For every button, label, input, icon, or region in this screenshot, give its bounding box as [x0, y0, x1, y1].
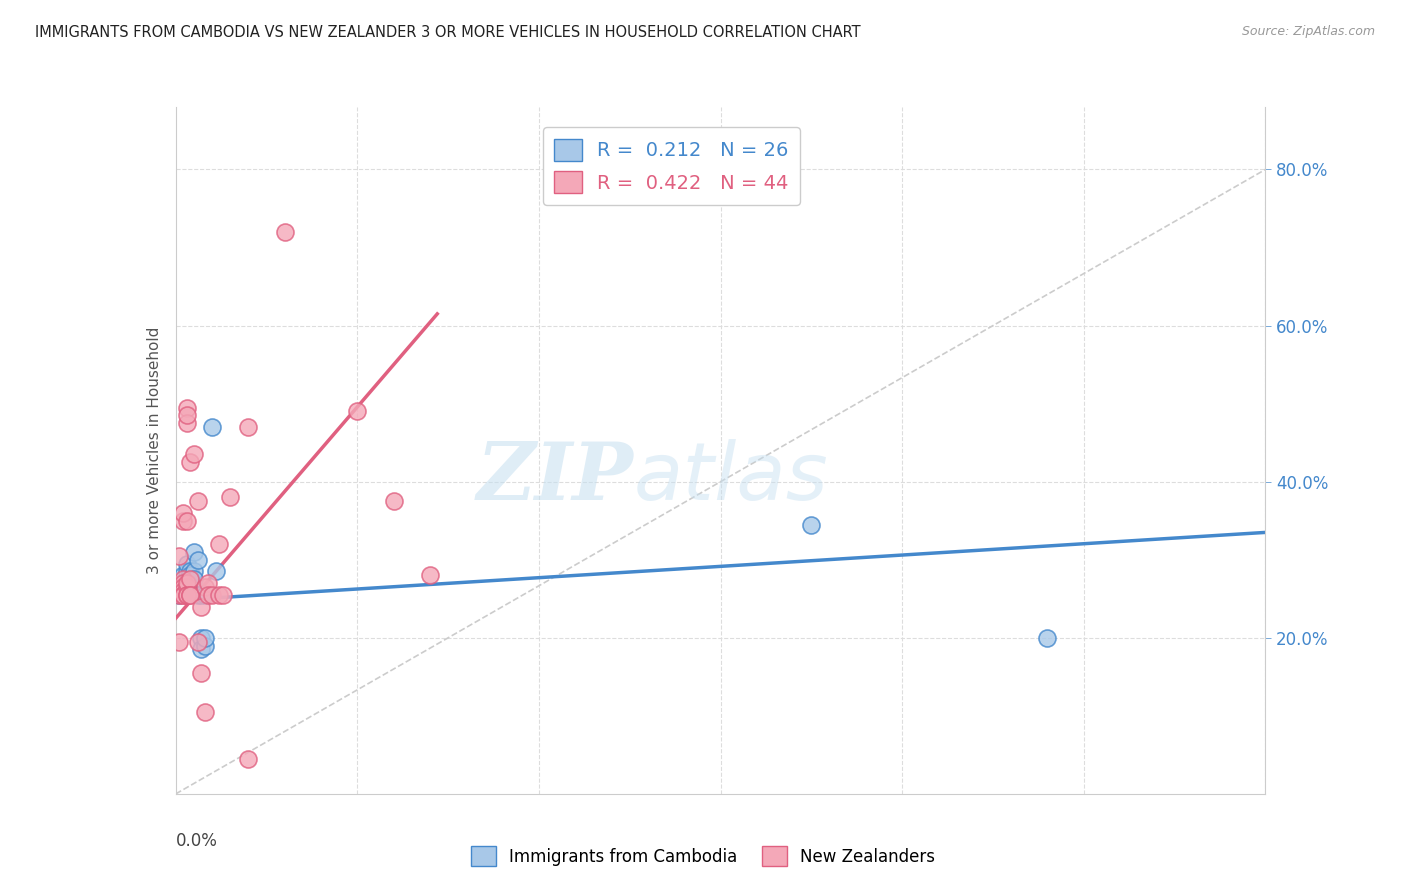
- Point: [194, 705, 217, 719]
- Point: [176, 565, 198, 579]
- Point: [179, 565, 201, 579]
- Point: [176, 583, 198, 598]
- Point: [169, 634, 191, 648]
- Point: [238, 752, 260, 766]
- Point: [169, 549, 191, 563]
- Point: [274, 225, 297, 239]
- Point: [194, 631, 217, 645]
- Point: [179, 588, 201, 602]
- Point: [346, 404, 368, 418]
- Point: [190, 588, 212, 602]
- Point: [179, 572, 201, 586]
- Point: [172, 583, 194, 598]
- Point: [419, 568, 441, 582]
- Point: [208, 588, 231, 602]
- Point: [197, 588, 219, 602]
- Point: [172, 506, 194, 520]
- Point: [190, 665, 212, 680]
- Text: Source: ZipAtlas.com: Source: ZipAtlas.com: [1241, 25, 1375, 38]
- Point: [176, 401, 198, 415]
- Point: [172, 568, 194, 582]
- Point: [219, 490, 242, 504]
- Point: [186, 494, 209, 508]
- Point: [212, 588, 235, 602]
- Point: [176, 576, 198, 591]
- Point: [169, 576, 191, 591]
- Point: [183, 545, 205, 559]
- Point: [176, 557, 198, 571]
- Point: [186, 634, 209, 648]
- Point: [179, 588, 201, 602]
- Point: [176, 576, 198, 591]
- Text: atlas: atlas: [633, 439, 828, 517]
- Point: [172, 576, 194, 591]
- Point: [186, 588, 209, 602]
- Text: 0.0%: 0.0%: [176, 831, 218, 850]
- Point: [172, 580, 194, 594]
- Point: [176, 416, 198, 430]
- Point: [169, 588, 191, 602]
- Point: [190, 631, 212, 645]
- Point: [186, 552, 209, 567]
- Legend: R =  0.212   N = 26, R =  0.422   N = 44: R = 0.212 N = 26, R = 0.422 N = 44: [543, 127, 800, 205]
- Point: [183, 572, 205, 586]
- Point: [183, 565, 205, 579]
- Point: [194, 580, 217, 594]
- Point: [204, 565, 226, 579]
- Point: [190, 599, 212, 614]
- Point: [208, 537, 231, 551]
- Point: [172, 514, 194, 528]
- Text: ZIP: ZIP: [477, 439, 633, 516]
- Point: [169, 580, 191, 594]
- Point: [382, 494, 405, 508]
- Point: [176, 588, 198, 602]
- Point: [172, 588, 194, 602]
- Point: [179, 455, 201, 469]
- Point: [172, 572, 194, 586]
- Point: [194, 639, 217, 653]
- Point: [1036, 631, 1059, 645]
- Point: [176, 588, 198, 602]
- Point: [179, 568, 201, 582]
- Point: [194, 588, 217, 602]
- Point: [197, 576, 219, 591]
- Point: [176, 514, 198, 528]
- Y-axis label: 3 or more Vehicles in Household: 3 or more Vehicles in Household: [146, 326, 162, 574]
- Point: [190, 642, 212, 657]
- Point: [201, 420, 224, 434]
- Point: [183, 447, 205, 461]
- Point: [169, 588, 191, 602]
- Point: [179, 572, 201, 586]
- Point: [176, 409, 198, 423]
- Point: [176, 580, 198, 594]
- Text: IMMIGRANTS FROM CAMBODIA VS NEW ZEALANDER 3 OR MORE VEHICLES IN HOUSEHOLD CORREL: IMMIGRANTS FROM CAMBODIA VS NEW ZEALANDE…: [35, 25, 860, 40]
- Point: [800, 517, 823, 532]
- Legend: Immigrants from Cambodia, New Zealanders: Immigrants from Cambodia, New Zealanders: [464, 839, 942, 873]
- Point: [172, 588, 194, 602]
- Point: [238, 420, 260, 434]
- Point: [201, 588, 224, 602]
- Point: [172, 580, 194, 594]
